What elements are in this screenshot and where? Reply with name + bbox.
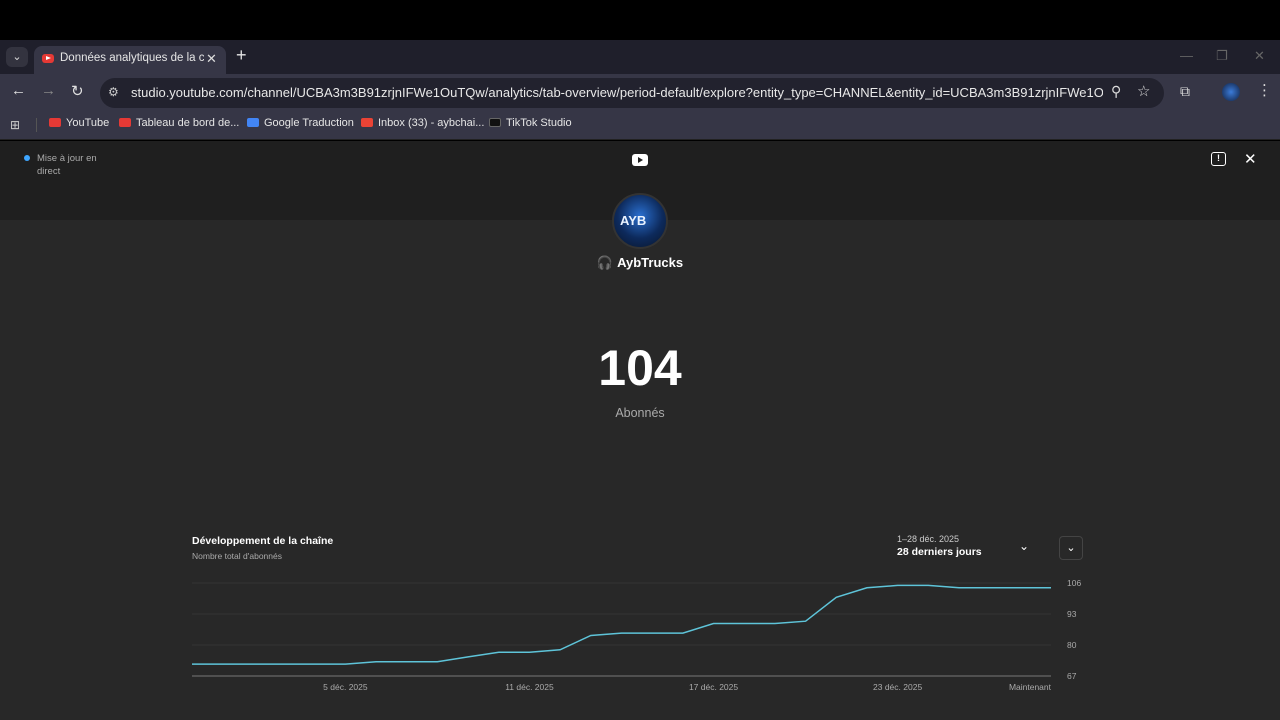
subscriber-line-chart: 106 93 80 67 5 déc. 2025 11 déc. 2025 17 déc. … <box>192 578 1081 691</box>
bookmark-google-translate[interactable]: Google Traduction <box>247 117 354 129</box>
feedback-icon[interactable]: ! <box>1211 152 1226 166</box>
extensions-icon[interactable]: ⧉ <box>1180 83 1190 99</box>
bookmark-label: YouTube <box>66 117 110 129</box>
bookmark-gmail[interactable]: Inbox (33) - aybchai... <box>361 117 484 129</box>
forward-icon[interactable]: → <box>41 82 56 99</box>
bookmark-label: Tableau de bord de... <box>136 117 240 129</box>
y-tick-label: 67 <box>1067 671 1077 681</box>
x-tick-label: 17 déc. 2025 <box>689 682 738 691</box>
y-tick-label: 80 <box>1067 640 1077 650</box>
back-icon[interactable]: ← <box>11 82 26 99</box>
avatar-text: AYB <box>620 213 647 228</box>
x-tick-label: Maintenant <box>1009 682 1052 691</box>
browser-tab[interactable]: Données analytiques de la chaîne ✕ <box>34 46 226 74</box>
minimize-icon[interactable]: — <box>1180 48 1193 63</box>
bookmarks-bar: ⊞ YouTube Tableau de bord de... Google T… <box>0 110 1280 140</box>
live-status-text: Mise à jour en direct <box>37 153 97 177</box>
tab-close-icon[interactable]: ✕ <box>206 51 217 66</box>
zoom-icon[interactable]: ⚲ <box>1111 83 1122 99</box>
analytics-page: Mise à jour en direct ! ✕ AYB 🎧 AybTrucks… <box>0 141 1280 720</box>
period-selector-label[interactable]: 28 derniers jours <box>897 546 982 558</box>
chart-subtitle: Nombre total d'abonnés <box>192 551 282 561</box>
browser-menu-icon[interactable]: ⋮ <box>1257 82 1272 99</box>
site-info-icon[interactable]: ⚙ <box>108 85 119 99</box>
reload-icon[interactable]: ↻ <box>71 83 84 100</box>
subscriber-series-line <box>192 584 1051 665</box>
restore-icon[interactable]: ❐ <box>1216 48 1228 63</box>
y-tick-label: 106 <box>1067 578 1081 588</box>
youtube-studio-icon <box>119 118 131 127</box>
subscriber-label: Abonnés <box>615 406 665 420</box>
tab-strip: ⌄ Données analytiques de la chaîne ✕ + —… <box>0 40 1280 74</box>
x-tick-label: 11 déc. 2025 <box>505 682 554 691</box>
bookmarks-divider <box>36 118 37 132</box>
bookmark-label: TikTok Studio <box>506 117 572 129</box>
google-translate-icon <box>247 118 259 127</box>
new-tab-button[interactable]: + <box>236 45 247 65</box>
tab-title: Données analytiques de la chaîne <box>60 52 204 64</box>
gmail-icon <box>361 118 373 127</box>
chart-expand-button[interactable]: ⌄ <box>1059 536 1083 560</box>
browser-toolbar: ← → ↻ ⚙ studio.youtube.com/channel/UCBA3… <box>0 74 1280 110</box>
bookmark-studio-dashboard[interactable]: Tableau de bord de... <box>119 117 239 129</box>
live-indicator-dot <box>24 155 30 161</box>
close-icon[interactable]: ✕ <box>1244 151 1257 168</box>
youtube-studio-icon <box>42 54 54 63</box>
tab-search-button[interactable]: ⌄ <box>6 47 28 67</box>
top-black-bar <box>0 0 1280 40</box>
bookmark-youtube[interactable]: YouTube <box>49 117 109 129</box>
period-dropdown-chevron-icon[interactable]: ⌄ <box>1019 539 1030 553</box>
chart-title: Développement de la chaîne <box>192 535 334 547</box>
x-tick-label: 23 déc. 2025 <box>873 682 922 691</box>
period-range: 1–28 déc. 2025 <box>897 534 960 544</box>
bookmark-tiktok-studio[interactable]: TikTok Studio <box>489 117 572 129</box>
url-text[interactable]: studio.youtube.com/channel/UCBA3m3B91zrj… <box>131 85 1103 100</box>
youtube-icon <box>49 118 61 127</box>
bookmark-star-icon[interactable]: ☆ <box>1137 83 1151 100</box>
window-close-icon[interactable]: ✕ <box>1254 48 1265 63</box>
bookmark-label: Inbox (33) - aybchai... <box>378 117 485 129</box>
channel-name: 🎧 AybTrucks <box>0 255 1280 271</box>
bookmark-label: Google Traduction <box>264 117 354 129</box>
address-bar[interactable]: ⚙ studio.youtube.com/channel/UCBA3m3B91z… <box>100 78 1164 108</box>
subscriber-count: 104 <box>598 340 682 396</box>
headphones-icon: 🎧 <box>596 255 614 270</box>
tiktok-icon <box>489 118 501 127</box>
channel-avatar: AYB <box>612 193 668 249</box>
channel-name-text: AybTrucks <box>617 255 684 270</box>
apps-grid-icon[interactable]: ⊞ <box>10 118 21 132</box>
profile-avatar-icon[interactable] <box>1222 83 1240 101</box>
youtube-logo-icon <box>632 154 648 166</box>
x-tick-label: 5 déc. 2025 <box>323 682 368 691</box>
y-tick-label: 93 <box>1067 609 1077 619</box>
